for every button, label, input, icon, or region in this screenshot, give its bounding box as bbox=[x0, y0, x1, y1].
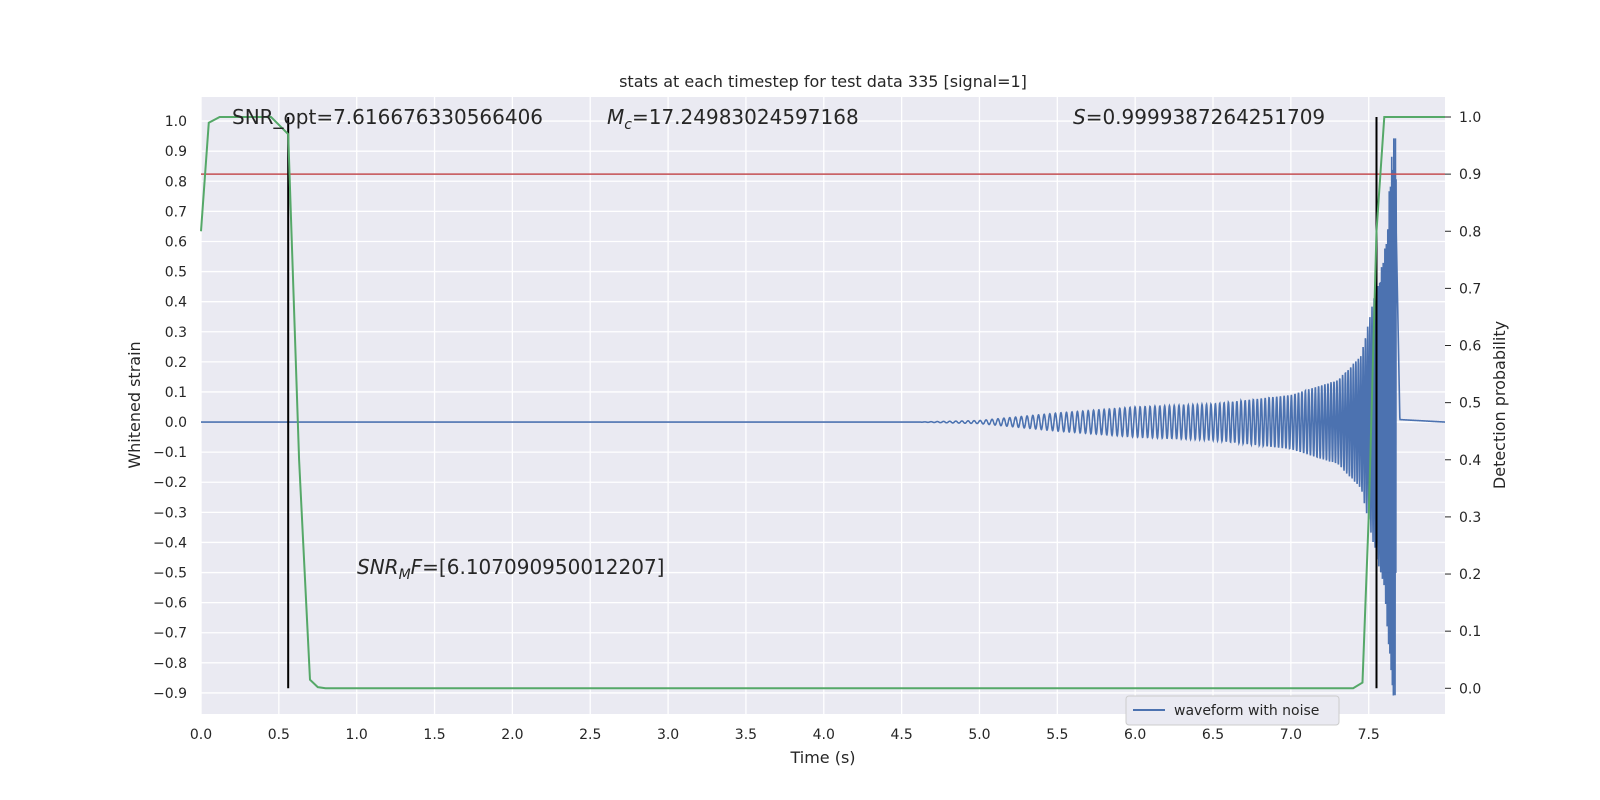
waveform-line bbox=[201, 138, 1446, 696]
chirp-mass-value: =17.24983024597168 bbox=[632, 105, 859, 129]
chirp-mass-annotation: Mc=17.24983024597168 bbox=[607, 105, 859, 133]
x-tick-label: 6.5 bbox=[1202, 727, 1224, 743]
x-tick-label: 2.0 bbox=[501, 727, 523, 743]
x-axis-ticks: 0.0 0.5 1.0 1.5 2.0 2.5 3.0 3.5 4.0 4.5 5.0 5.5 6.0 6… bbox=[190, 727, 1380, 743]
left-axis-label: Whitened strain bbox=[125, 341, 144, 468]
right-tick-label: 0.9 bbox=[1459, 167, 1481, 183]
legend: waveform with noise bbox=[1125, 695, 1340, 726]
right-axis-ticks: 1.0 0.9 0.8 0.7 0.6 0.5 0.4 0.3 0.2 0.1 0.0 bbox=[1445, 110, 1481, 697]
x-tick-label: 6.0 bbox=[1124, 727, 1146, 743]
left-tick-label: −0.5 bbox=[153, 566, 187, 582]
left-tick-label: −0.6 bbox=[153, 596, 187, 612]
left-tick-label: −0.4 bbox=[153, 535, 187, 551]
x-tick-label: 7.0 bbox=[1280, 727, 1302, 743]
left-tick-label: −0.2 bbox=[153, 475, 187, 491]
right-tick-label: 0.3 bbox=[1459, 510, 1481, 526]
x-tick-label: 2.5 bbox=[579, 727, 601, 743]
waveform-series bbox=[201, 138, 1446, 696]
left-tick-label: 0.8 bbox=[165, 174, 187, 190]
vertical-markers bbox=[287, 116, 1378, 689]
left-tick-label: 0.9 bbox=[165, 144, 187, 160]
left-tick-label: 1.0 bbox=[165, 114, 187, 130]
left-tick-label: 0.7 bbox=[165, 204, 187, 220]
score-value: =0.9999387264251709 bbox=[1086, 105, 1325, 129]
x-tick-label: 3.5 bbox=[735, 727, 757, 743]
right-tick-label: 0.1 bbox=[1459, 624, 1481, 640]
x-tick-label: 4.0 bbox=[813, 727, 835, 743]
left-tick-label: −0.7 bbox=[153, 626, 187, 642]
score-annotation: S=0.9999387264251709 bbox=[1073, 105, 1325, 129]
score-symbol: S bbox=[1073, 105, 1086, 129]
x-tick-label: 3.0 bbox=[657, 727, 679, 743]
right-tick-label: 0.7 bbox=[1459, 281, 1481, 297]
probability-series bbox=[200, 116, 1445, 690]
left-tick-label: 0.6 bbox=[165, 234, 187, 250]
left-tick-label: 0.3 bbox=[165, 325, 187, 341]
snr-mf-annotation: SNRMF=[6.107090950012207] bbox=[357, 555, 665, 583]
snr-mf-value: =[6.107090950012207] bbox=[422, 555, 664, 579]
left-tick-label: 0.0 bbox=[165, 415, 187, 431]
left-tick-label: 0.4 bbox=[165, 295, 187, 311]
chirp-mass-subscript: c bbox=[624, 117, 632, 133]
left-tick-label: 0.2 bbox=[165, 355, 187, 371]
snr-opt-annotation: SNR_opt=7.616676330566406 bbox=[232, 105, 543, 129]
right-tick-label: 0.8 bbox=[1459, 224, 1481, 240]
chirp-mass-symbol: M bbox=[607, 105, 624, 129]
x-axis-label: Time (s) bbox=[789, 748, 855, 767]
right-tick-label: 0.5 bbox=[1459, 396, 1481, 412]
snr-mf-text-b: F bbox=[411, 555, 423, 579]
right-tick-label: 0.2 bbox=[1459, 567, 1481, 583]
right-axis-label: Detection probability bbox=[1490, 321, 1509, 489]
right-tick-label: 0.6 bbox=[1459, 339, 1481, 355]
x-tick-label: 1.0 bbox=[346, 727, 368, 743]
left-tick-label: −0.8 bbox=[153, 656, 187, 672]
legend-label: waveform with noise bbox=[1174, 703, 1319, 719]
right-tick-label: 0.4 bbox=[1459, 453, 1481, 469]
snr-mf-text-a: SNR bbox=[357, 555, 399, 579]
left-tick-label: −0.1 bbox=[153, 445, 187, 461]
y-gridlines bbox=[201, 120, 1445, 694]
x-tick-label: 1.5 bbox=[423, 727, 445, 743]
x-tick-label: 0.5 bbox=[268, 727, 290, 743]
left-tick-label: −0.9 bbox=[153, 686, 187, 702]
x-tick-label: 4.5 bbox=[890, 727, 912, 743]
left-tick-label: −0.3 bbox=[153, 505, 187, 521]
legend-box bbox=[1125, 695, 1340, 726]
x-tick-label: 0.0 bbox=[190, 727, 212, 743]
right-tick-label: 0.0 bbox=[1459, 681, 1481, 697]
right-tick-label: 1.0 bbox=[1459, 110, 1481, 126]
x-tick-label: 5.5 bbox=[1046, 727, 1068, 743]
left-tick-label: 0.1 bbox=[165, 385, 187, 401]
chart-title: stats at each timestep for test data 335… bbox=[619, 72, 1027, 91]
left-tick-label: 0.5 bbox=[165, 265, 187, 281]
snr-mf-subscript: M bbox=[399, 567, 411, 583]
left-axis-ticks: 1.0 0.9 0.8 0.7 0.6 0.5 0.4 0.3 0.2 0.1 0.0 −0.1 −0.… bbox=[153, 114, 187, 702]
x-tick-label: 7.5 bbox=[1358, 727, 1380, 743]
x-tick-label: 5.0 bbox=[968, 727, 990, 743]
